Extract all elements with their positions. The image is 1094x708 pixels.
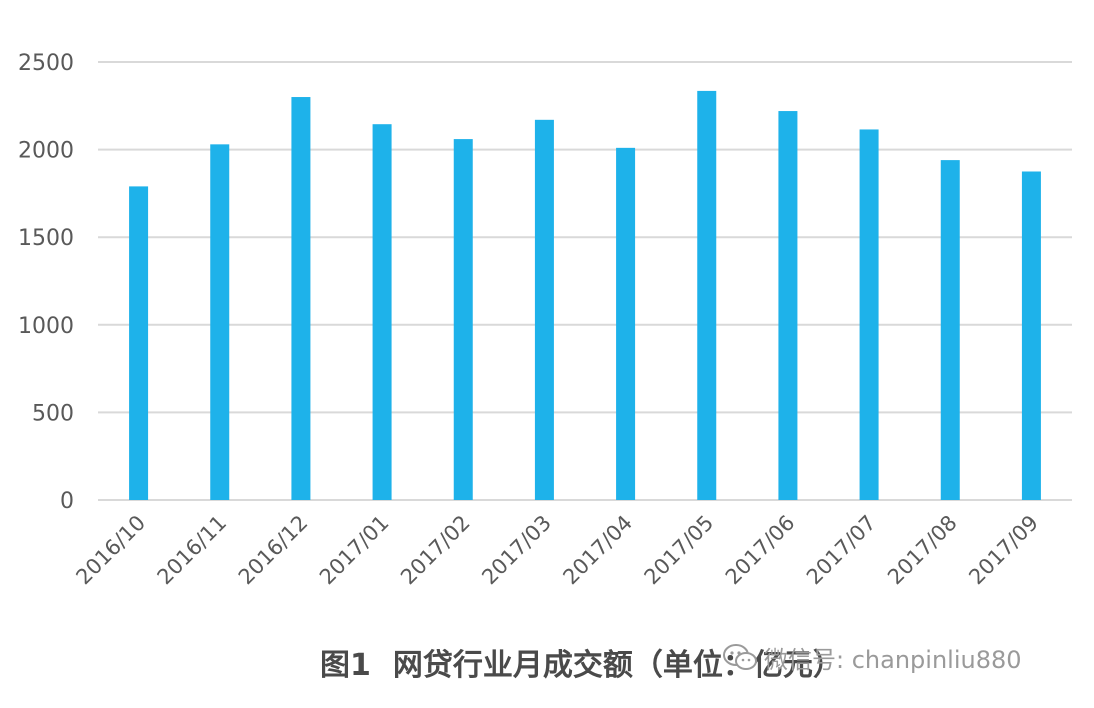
figure-label: 图1 bbox=[320, 648, 371, 683]
watermark-text: 微信号: chanpinliu880 bbox=[764, 646, 1022, 674]
y-axis-ticks: 0 500 1000 1500 2000 2500 bbox=[18, 51, 74, 514]
bar bbox=[1021, 171, 1041, 500]
y-tick-label: 500 bbox=[32, 401, 74, 426]
x-tick-label: 2016/11 bbox=[153, 511, 232, 590]
bar bbox=[453, 139, 473, 500]
bar bbox=[616, 147, 636, 500]
gridlines bbox=[98, 61, 1072, 501]
y-tick-label: 1500 bbox=[18, 226, 74, 251]
x-tick-label: 2017/03 bbox=[477, 511, 556, 590]
bar bbox=[372, 124, 392, 501]
x-tick-label: 2017/06 bbox=[721, 511, 800, 590]
bar bbox=[291, 97, 311, 500]
bar bbox=[129, 186, 149, 500]
wechat-icon bbox=[723, 643, 757, 670]
x-tick-label: 2017/07 bbox=[802, 511, 881, 590]
figure-caption-text: 网贷行业月成交额（单位：亿元） bbox=[392, 648, 843, 683]
x-tick-label: 2016/10 bbox=[71, 511, 150, 590]
bar bbox=[778, 111, 798, 500]
y-tick-label: 2000 bbox=[18, 139, 74, 164]
bar bbox=[210, 144, 230, 500]
y-tick-label: 0 bbox=[60, 489, 74, 514]
x-tick-label: 2017/08 bbox=[883, 511, 962, 590]
bar bbox=[534, 119, 554, 500]
y-tick-label: 1000 bbox=[18, 314, 74, 339]
x-tick-label: 2017/01 bbox=[315, 511, 394, 590]
y-tick-label: 2500 bbox=[18, 51, 74, 76]
x-axis-ticks: 2016/10 2016/11 2016/12 2017/01 2017/02 2017/… bbox=[71, 511, 1042, 590]
bar bbox=[697, 90, 717, 501]
bar bbox=[859, 129, 879, 500]
figure-caption: 图1 网贷行业月成交额（单位：亿元） bbox=[320, 640, 843, 684]
x-tick-label: 2017/05 bbox=[640, 511, 719, 590]
watermark: 微信号: chanpinliu880 bbox=[722, 640, 1022, 675]
bar bbox=[940, 160, 960, 500]
x-tick-label: 2017/04 bbox=[558, 511, 637, 590]
x-tick-label: 2016/12 bbox=[234, 511, 313, 590]
bars bbox=[129, 90, 1041, 501]
x-tick-label: 2017/02 bbox=[396, 511, 475, 590]
x-tick-label: 2017/09 bbox=[964, 511, 1043, 590]
